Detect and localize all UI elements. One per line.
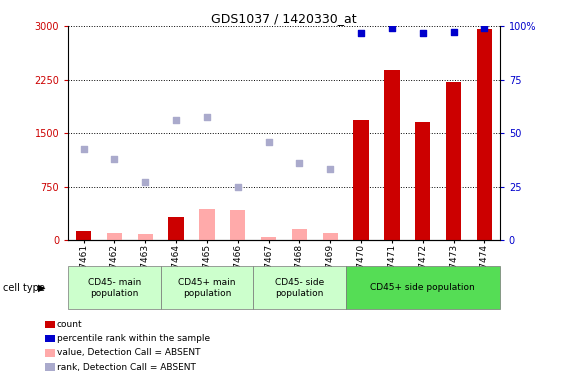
Bar	[323, 233, 338, 240]
Point	[202, 114, 211, 120]
Point	[233, 184, 243, 190]
Point	[325, 166, 335, 172]
Text: count: count	[57, 320, 82, 329]
Text: rank, Detection Call = ABSENT: rank, Detection Call = ABSENT	[57, 363, 195, 372]
Point	[141, 178, 150, 184]
Point	[295, 160, 304, 166]
Point	[449, 29, 458, 35]
Point	[357, 30, 366, 36]
Bar	[107, 232, 122, 240]
Text: cell type: cell type	[3, 283, 45, 293]
Bar	[261, 237, 276, 240]
Bar	[292, 229, 307, 240]
Text: CD45+ main
population: CD45+ main population	[178, 278, 236, 297]
Bar	[137, 234, 153, 240]
Bar	[415, 122, 431, 240]
Text: CD45+ side population: CD45+ side population	[370, 284, 475, 292]
Text: value, Detection Call = ABSENT: value, Detection Call = ABSENT	[57, 348, 201, 357]
Point	[264, 140, 273, 146]
Text: CD45- main
population: CD45- main population	[88, 278, 141, 297]
Point	[79, 146, 88, 152]
Text: percentile rank within the sample: percentile rank within the sample	[57, 334, 210, 343]
Bar	[230, 210, 245, 240]
Title: GDS1037 / 1420330_at: GDS1037 / 1420330_at	[211, 12, 357, 25]
Point	[480, 26, 489, 32]
Bar	[446, 82, 461, 240]
Bar	[168, 217, 184, 240]
Bar	[353, 120, 369, 240]
Point	[418, 30, 427, 36]
Point	[387, 25, 396, 31]
Bar	[76, 231, 91, 240]
Text: CD45- side
population: CD45- side population	[275, 278, 324, 297]
Text: ▶: ▶	[37, 283, 45, 293]
Point	[110, 156, 119, 162]
Bar	[199, 209, 215, 240]
Bar	[384, 70, 400, 240]
Bar	[477, 29, 492, 240]
Point	[172, 117, 181, 123]
